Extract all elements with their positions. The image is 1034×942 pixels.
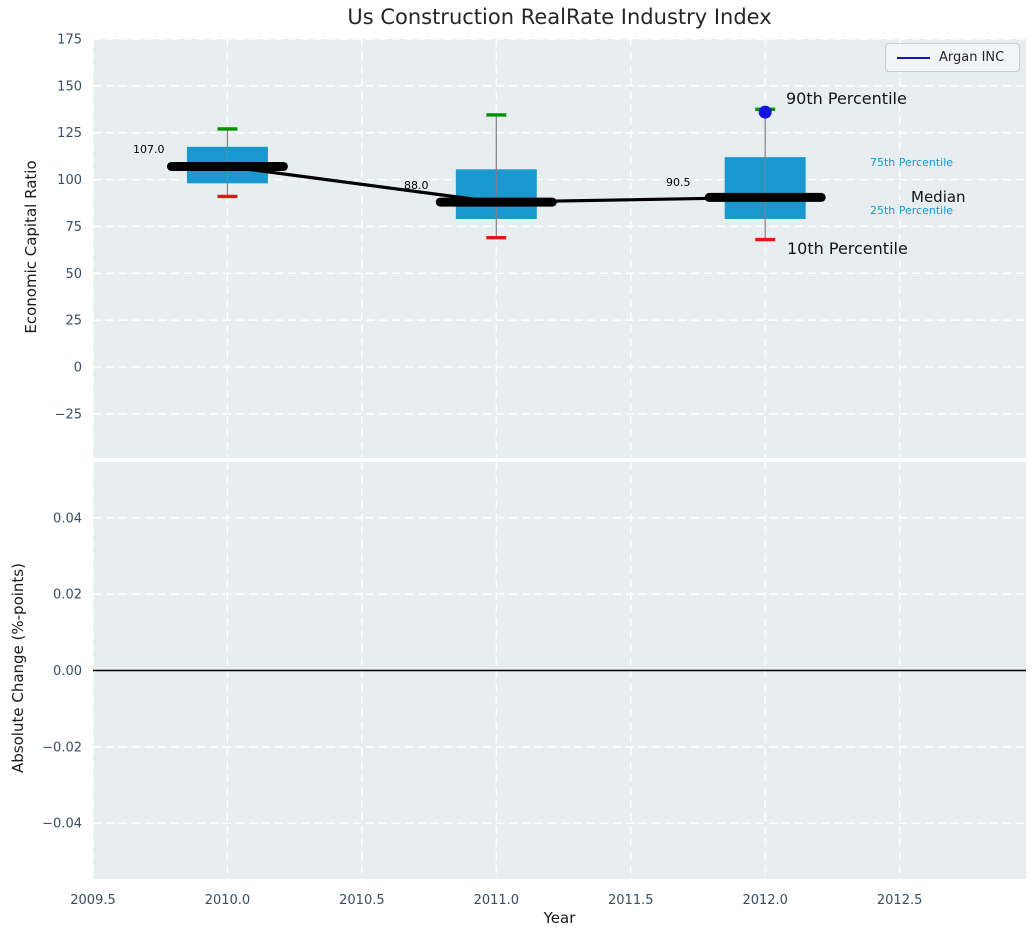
top-ytick-label: 25: [65, 314, 82, 329]
xtick-label: 2010.0: [205, 893, 251, 908]
x-axis-label: Year: [543, 909, 576, 927]
top-ytick-label: 175: [57, 33, 82, 48]
bottom-ytick-label: 0.04: [53, 511, 82, 526]
top-ytick-label: −25: [55, 407, 82, 422]
top-ytick-label: 0: [74, 361, 82, 376]
annotation-median: Median: [911, 188, 966, 206]
top-ytick-label: 50: [65, 267, 82, 282]
bottom-ytick-label: 0.02: [53, 588, 82, 603]
legend-label: Argan INC: [939, 50, 1005, 65]
bottom-ytick-label: −0.04: [42, 817, 82, 832]
xtick-label: 2011.0: [474, 893, 520, 908]
xtick-label: 2009.5: [70, 893, 116, 908]
median-value-label-2012: 90.5: [666, 176, 691, 189]
xtick-label: 2012.5: [877, 893, 923, 908]
median-value-label-2010: 107.0: [133, 143, 165, 156]
annotation-75th-percentile: 75th Percentile: [870, 156, 954, 169]
annotation-10th-percentile: 10th Percentile: [787, 239, 908, 258]
xtick-label: 2010.5: [339, 893, 385, 908]
chart-title: Us Construction RealRate Industry Index: [347, 5, 772, 29]
argan-inc-point: [758, 105, 772, 119]
top-ytick-label: 150: [57, 79, 82, 94]
top-ytick-label: 100: [57, 173, 82, 188]
legend: Argan INC: [885, 43, 1020, 72]
bottom-ytick-label: −0.02: [42, 740, 82, 755]
bottom-ytick-label: 0.00: [53, 664, 82, 679]
annotation-90th-percentile: 90th Percentile: [786, 89, 907, 108]
legend-line-sample: [897, 56, 930, 59]
median-value-label-2011: 88.0: [404, 179, 429, 192]
top-panel-background: [93, 39, 1026, 458]
top-ytick-label: 75: [65, 220, 82, 235]
xtick-label: 2011.5: [608, 893, 654, 908]
bottom-y-axis-label: Absolute Change (%-points): [9, 563, 27, 773]
xtick-label: 2012.0: [742, 893, 788, 908]
annotation-25th-percentile: 25th Percentile: [870, 204, 954, 217]
top-ytick-label: 125: [57, 126, 82, 141]
top-y-axis-label: Economic Capital Ratio: [22, 160, 40, 334]
